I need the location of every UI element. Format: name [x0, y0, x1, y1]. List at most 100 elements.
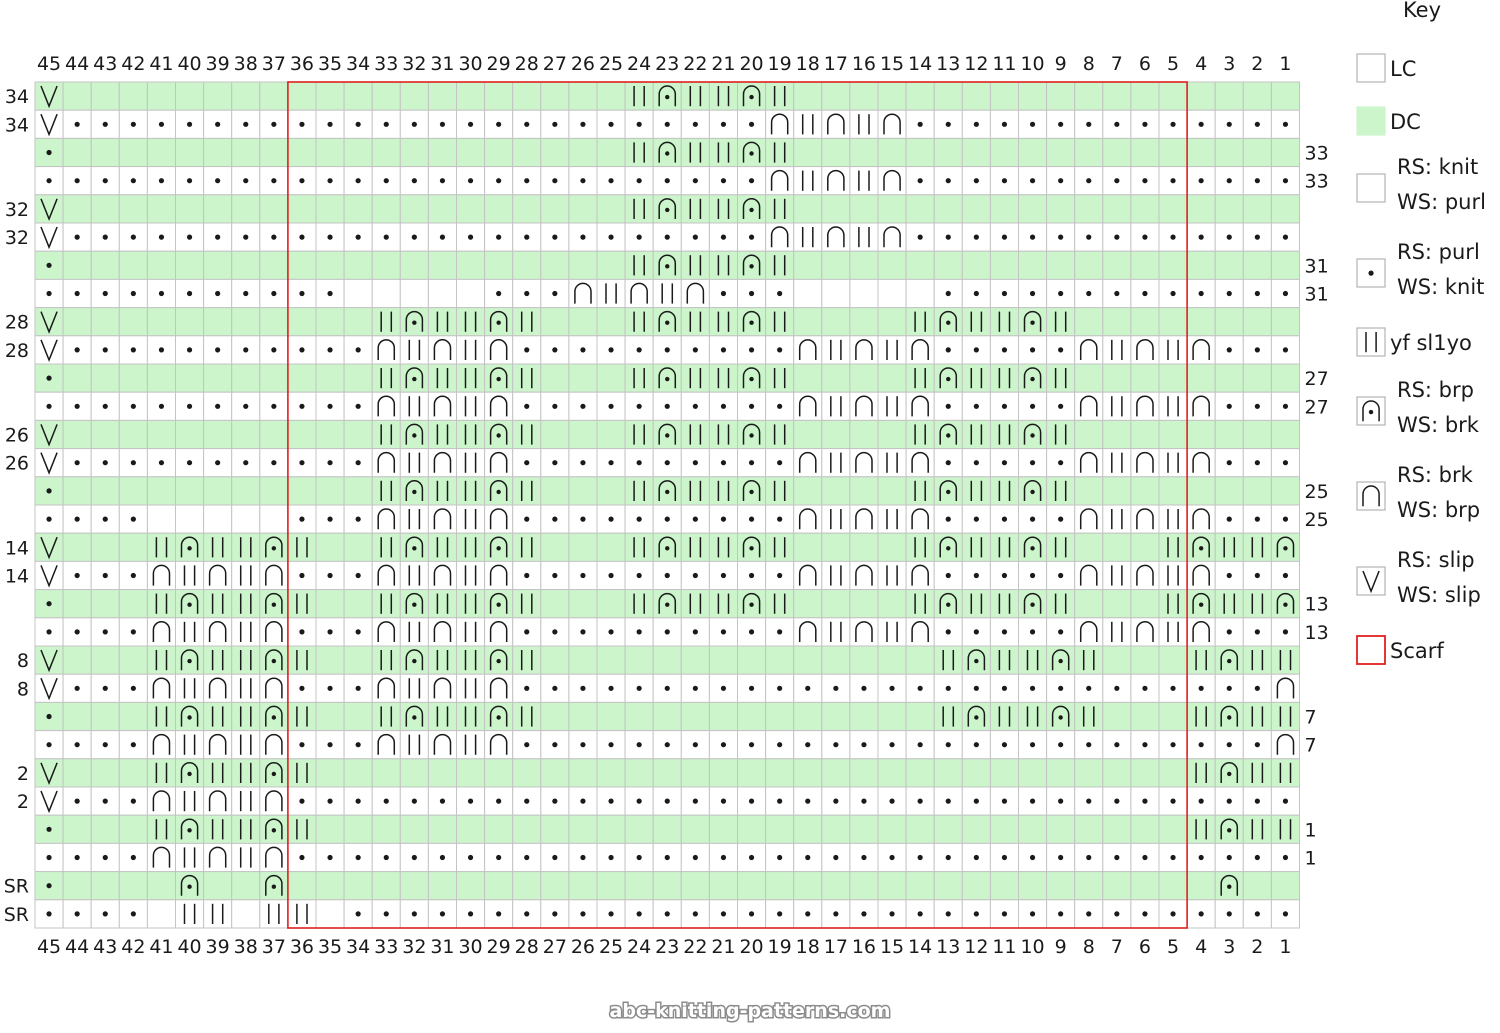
chart-cell [1074, 419, 1104, 450]
purl-dot [664, 178, 670, 184]
purl-dot [46, 262, 52, 268]
chart-cell [90, 250, 120, 280]
chart-cell [568, 758, 598, 788]
purl-dot [1114, 178, 1120, 184]
chart-cell [596, 814, 626, 844]
chart-cell [821, 701, 851, 732]
chart-cell [765, 814, 795, 844]
purl-dot [608, 572, 614, 579]
purl-dot [496, 798, 502, 804]
purl-dot [1198, 290, 1204, 297]
brk-mark [1136, 395, 1154, 417]
purl-dot [861, 911, 867, 917]
purl-dot [1254, 121, 1260, 127]
purl-dot [748, 403, 755, 409]
purl-dot [692, 178, 698, 184]
chart-cell [793, 222, 823, 252]
yf-sl1yo-mark [436, 593, 449, 614]
yf-sl1yo-mark [296, 706, 308, 727]
chart-cell [1074, 532, 1104, 562]
chart-cell [821, 617, 851, 647]
yf-sl1yo-mark [689, 198, 702, 219]
purl-dot [917, 685, 923, 691]
chart-cell [596, 532, 626, 562]
brk-mark [574, 282, 592, 304]
yf-sl1yo-mark [717, 424, 730, 445]
purl-dot [664, 572, 670, 579]
yf-sl1yo-mark [464, 678, 477, 699]
purl-dot [1282, 629, 1289, 635]
purl-dot [1058, 911, 1064, 917]
purl-dot [917, 178, 923, 184]
brk-mark [1136, 339, 1154, 360]
purl-dot [720, 742, 727, 748]
column-number: 22 [683, 936, 707, 958]
chart-cell [427, 645, 457, 675]
column-number: 37 [262, 53, 286, 75]
yf-sl1yo-mark [436, 311, 449, 332]
row-label-right: 1 [1305, 819, 1317, 841]
chart-cell [90, 532, 120, 562]
chart-cell [680, 363, 710, 393]
chart-cell [1270, 109, 1301, 139]
chart-cell [175, 81, 205, 111]
purl-dot [973, 742, 979, 748]
chart-cell [596, 758, 626, 788]
purl-dot [692, 854, 698, 861]
site-watermark: abc-knitting-patterns.com [610, 1000, 891, 1022]
key-label: RS: knit [1397, 155, 1478, 179]
chart-cell [1242, 137, 1272, 168]
yf-sl1yo-mark [1223, 593, 1236, 614]
chart-cell [1214, 730, 1244, 760]
purl-dot [805, 911, 811, 917]
yf-sl1yo-mark [464, 593, 477, 614]
purl-dot [74, 403, 80, 409]
yf-sl1yo-mark [520, 706, 533, 727]
purl-dot [580, 629, 586, 635]
chart-cell [765, 758, 795, 788]
purl-dot [102, 121, 108, 127]
chart-cell [399, 278, 429, 309]
brk-mark [855, 621, 873, 642]
purl-dot [46, 488, 52, 494]
brk-mark [798, 451, 817, 473]
purl-dot [299, 629, 305, 635]
column-number: 35 [318, 936, 342, 958]
brk-mark [489, 621, 508, 642]
brk-mark [798, 564, 817, 586]
chart-cell [175, 137, 205, 168]
yf-sl1yo-mark [830, 339, 842, 360]
brk-mark [630, 282, 648, 304]
column-number: 31 [430, 936, 454, 958]
chart-cell [568, 701, 598, 732]
purl-dot [945, 403, 951, 409]
yf-sl1yo-mark [1054, 537, 1067, 558]
chart-cell [175, 476, 205, 506]
purl-dot [748, 854, 755, 861]
yf-sl1yo-mark [239, 537, 252, 558]
purl-dot [664, 234, 670, 240]
yf-sl1yo-mark [436, 368, 449, 389]
column-number: 34 [346, 53, 370, 75]
brp-mark [742, 536, 761, 558]
chart-cell [399, 560, 429, 591]
yf-sl1yo-mark [1251, 762, 1264, 783]
chart-cell [1074, 250, 1104, 280]
chart-cell [231, 842, 261, 873]
chart-cell [1242, 701, 1272, 732]
slip-mark [40, 424, 58, 447]
chart-cell [849, 109, 879, 139]
chart-cell [1158, 363, 1188, 393]
chart-cell [90, 419, 120, 450]
purl-dot [524, 234, 530, 240]
chart-cell [989, 532, 1020, 562]
chart-cell [1102, 194, 1132, 224]
purl-dot [636, 347, 642, 353]
purl-dot [720, 629, 727, 635]
chart-cell [456, 871, 486, 901]
chart-cell [933, 701, 963, 732]
chart-cell [231, 617, 261, 647]
purl-dot [889, 742, 895, 748]
chart-cell [568, 363, 598, 393]
purl-dot [355, 403, 361, 409]
